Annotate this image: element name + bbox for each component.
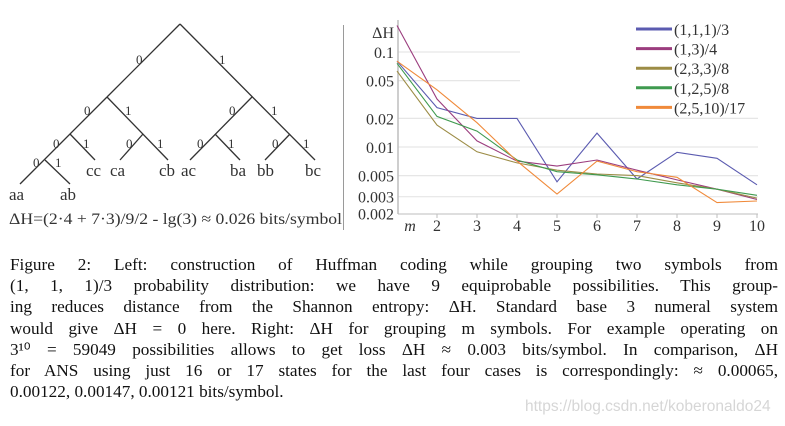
series-line <box>396 60 758 186</box>
panel-separator <box>343 25 344 230</box>
y-tick-label: 0.05 <box>366 74 394 91</box>
y-tick-label: 0.002 <box>358 206 394 223</box>
leaf-cb: cb <box>159 161 175 180</box>
caption-line: 0.00122, 0.00147, 0.00121 bits/symbol. <box>10 382 284 402</box>
x-tick-label: 8 <box>673 218 681 235</box>
tree-edges <box>19 23 316 185</box>
leaf-aa: aa <box>9 185 25 204</box>
x-tick-label: 5 <box>553 218 561 235</box>
y-tick-label: 0.005 <box>358 169 394 186</box>
figure-2: 0 1 0 1 0 1 0 1 0 1 0 1 0 1 0 1 aa ab cc… <box>9 20 765 235</box>
x-tick-labels: m 2 3 4 5 6 7 8 9 10 <box>404 214 765 235</box>
watermark-url: https://blog.csdn.net/koberonaldo24 <box>525 398 771 415</box>
edge-label-0: 0 <box>84 103 91 118</box>
series-line <box>396 62 758 196</box>
leaf-labels: aa ab cc ca cb ac ba bb bc <box>9 161 322 204</box>
edge-label-0: 0 <box>136 52 143 67</box>
edge-labels: 0 1 0 1 0 1 0 1 0 1 0 1 0 1 0 1 <box>33 52 310 170</box>
x-tick-label: 7 <box>633 218 641 235</box>
x-tick-label: 2 <box>433 218 441 235</box>
edge-label-0: 0 <box>229 103 236 118</box>
delta-h-formula: ΔH=(2·4 + 7·3)/9/2 - lg(3) ≈ 0.026 bits/… <box>9 211 343 228</box>
caption-line: (1, 1, 1)/3 probability distribution: we… <box>10 276 778 296</box>
legend-label: (2,3,3)/8 <box>674 61 729 78</box>
edge-label-1: 1 <box>157 136 164 151</box>
edge-label-1: 1 <box>219 52 226 67</box>
legend-label: (2,5,10)/17 <box>674 100 745 117</box>
x-tick-label: m <box>404 218 416 235</box>
edge-label-1: 1 <box>303 136 310 151</box>
x-tick-label: 4 <box>513 218 521 235</box>
edge-label-0: 0 <box>126 136 133 151</box>
x-tick-label: 3 <box>473 218 481 235</box>
caption-line: Figure 2: Left: construction of Huffman … <box>10 255 778 274</box>
x-tick-label: 9 <box>713 218 721 235</box>
edge-label-1: 1 <box>55 155 62 170</box>
legend-label: (1,1,1)/3 <box>674 22 729 39</box>
y-axis-label: ΔH <box>372 25 394 42</box>
x-tick-label: 10 <box>749 218 765 235</box>
y-tick-label: 0.1 <box>374 45 394 62</box>
leaf-bb: bb <box>257 161 274 180</box>
caption-line: ing reduces distance from the Shannon en… <box>10 297 778 317</box>
series-line <box>396 25 758 201</box>
caption-line: for ANS using just 16 or 17 states for t… <box>10 361 778 381</box>
leaf-ca: ca <box>110 161 126 180</box>
leaf-ab: ab <box>60 185 76 204</box>
chart-series <box>396 25 758 204</box>
edge-label-1: 1 <box>83 136 90 151</box>
edge-label-1: 1 <box>228 136 235 151</box>
huffman-tree-diagram: 0 1 0 1 0 1 0 1 0 1 0 1 0 1 0 1 aa ab cc… <box>9 23 343 228</box>
edge-label-1: 1 <box>125 103 132 118</box>
leaf-ac: ac <box>181 161 197 180</box>
y-tick-label: 0.003 <box>358 190 394 207</box>
edge-label-0: 0 <box>197 136 204 151</box>
series-line <box>396 60 758 204</box>
y-tick-label: 0.02 <box>366 111 394 128</box>
edge-label-0: 0 <box>272 136 279 151</box>
edge-label-1: 1 <box>271 103 278 118</box>
chart-gridlines <box>398 51 758 198</box>
leaf-cc: cc <box>86 161 102 180</box>
leaf-bc: bc <box>305 161 322 180</box>
series-line <box>396 70 758 199</box>
caption-line: 3¹⁰ = 59049 possibilities allows to get … <box>10 339 778 359</box>
edge-label-0: 0 <box>33 155 40 170</box>
legend-label: (1,3)/4 <box>674 42 717 59</box>
caption-line: would give ΔH = 0 here. Right: ΔH for gr… <box>10 318 778 338</box>
x-tick-label: 6 <box>593 218 601 235</box>
leaf-ba: ba <box>230 161 247 180</box>
chart-legend: (1,1,1)/3 (1,3)/4 (2,3,3)/8 (1,2,5)/8 (2,5,1… <box>636 22 745 117</box>
edge-label-0: 0 <box>53 136 60 151</box>
y-tick-label: 0.01 <box>366 140 394 157</box>
legend-label: (1,2,5)/8 <box>674 81 729 98</box>
figure-caption: Figure 2: Left: construction of Huffman … <box>10 254 778 402</box>
